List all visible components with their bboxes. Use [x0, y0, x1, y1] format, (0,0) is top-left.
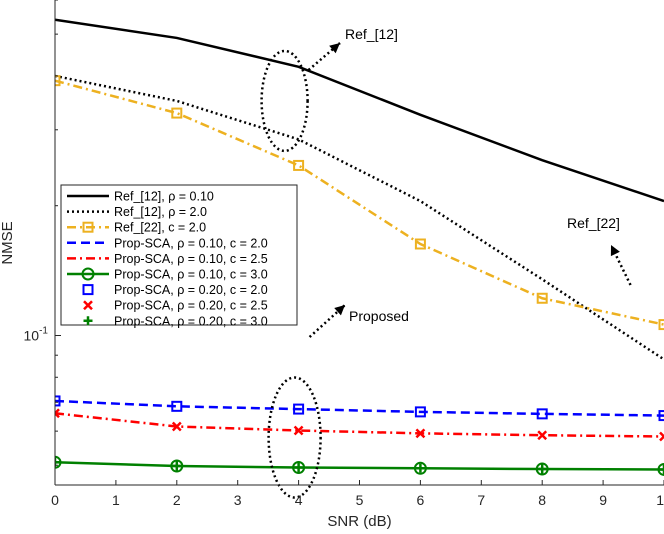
x-tick-label-5: 5	[356, 492, 364, 508]
series-3-line	[55, 79, 664, 326]
series-3-point-2	[171, 107, 183, 119]
series-7-point-1	[55, 395, 61, 407]
legend-entry-9: Prop-SCA, ρ = 0.20, c = 3.0	[83, 314, 268, 328]
series-7-point-4	[414, 406, 426, 418]
legend-label-6: Prop-SCA, ρ = 0.10, c = 3.0	[114, 268, 268, 282]
series-8-point-6	[659, 431, 664, 442]
x-tick-label-10: 10	[656, 492, 664, 508]
legend-label-1: Ref_[12], ρ = 0.10	[114, 190, 214, 204]
series-6-point-4	[413, 461, 427, 475]
legend-marker-6	[81, 267, 95, 281]
series-7-point-6	[658, 410, 664, 422]
x-tick-label-3: 3	[234, 492, 242, 508]
legend-marker-9	[83, 316, 93, 326]
series-2-line	[55, 74, 664, 361]
series-9-point-5	[537, 464, 547, 474]
x-tick-label-6: 6	[417, 492, 425, 508]
x-axis-label: SNR (dB)	[327, 513, 391, 530]
legend-entry-3: Ref_[22], c = 2.0	[67, 221, 206, 235]
legend-box	[60, 184, 298, 326]
legend-label-3: Ref_[22], c = 2.0	[114, 221, 206, 235]
proposed-arrow	[308, 304, 346, 338]
ref22-annotation-label: Ref_[22]	[567, 215, 620, 231]
legend-entry-6: Prop-SCA, ρ = 0.10, c = 3.0	[67, 267, 268, 282]
series-9-point-2	[172, 461, 182, 471]
legend-label-7: Prop-SCA, ρ = 0.20, c = 2.0	[114, 283, 268, 297]
series-8-point-1	[55, 408, 60, 419]
series-7-point-3	[293, 403, 305, 415]
x-tick-label-7: 7	[477, 492, 485, 508]
series-layer	[55, 18, 664, 476]
series-3-point-4	[414, 238, 426, 250]
series-6-line	[55, 461, 664, 471]
series-2	[55, 74, 664, 361]
legend-marker-8	[83, 300, 93, 311]
series-5	[55, 412, 664, 438]
series-7-point-5	[536, 408, 548, 420]
x-tick-label-1: 1	[112, 492, 120, 508]
series-6-point-6	[657, 462, 664, 476]
proposed-annotation-label: Proposed	[349, 308, 409, 324]
series-1-line	[55, 18, 664, 203]
ref12-ellipse	[260, 49, 309, 153]
series-5-line	[55, 412, 664, 438]
y-axis-label: NMSE	[0, 221, 16, 264]
series-8-point-4	[415, 428, 426, 439]
series-3-point-3	[293, 159, 305, 171]
legend-entry-8: Prop-SCA, ρ = 0.20, c = 2.5	[83, 299, 268, 313]
legend-label-9: Prop-SCA, ρ = 0.20, c = 3.0	[114, 314, 268, 328]
series-6	[55, 455, 664, 476]
x-tick-label-0: 0	[51, 492, 59, 508]
ref12-annotation-label: Ref_[12]	[345, 26, 398, 42]
legend-marker-7	[82, 284, 94, 296]
series-7-point-2	[171, 400, 183, 412]
legend-label-8: Prop-SCA, ρ = 0.20, c = 2.5	[114, 299, 268, 313]
series-4-line	[55, 399, 664, 417]
legend-label-5: Prop-SCA, ρ = 0.10, c = 2.5	[114, 252, 268, 266]
series-9-point-1	[55, 457, 60, 467]
series-7	[55, 395, 664, 422]
series-6-point-3	[292, 461, 306, 475]
legend-marker-3	[82, 221, 94, 233]
series-9-point-3	[294, 463, 304, 473]
series-8-point-2	[171, 421, 182, 432]
x-tick-label-2: 2	[173, 492, 181, 508]
series-8-point-3	[293, 425, 304, 436]
legend-entry-7: Prop-SCA, ρ = 0.20, c = 2.0	[82, 283, 268, 297]
series-8-point-5	[537, 430, 548, 441]
series-6-point-1	[55, 455, 62, 469]
x-tick-label-9: 9	[599, 492, 607, 508]
legend-label-4: Prop-SCA, ρ = 0.10, c = 2.0	[114, 236, 268, 250]
series-9-point-6	[659, 464, 664, 474]
legend-label-2: Ref_[12], ρ = 2.0	[114, 205, 207, 219]
series-9-point-4	[415, 463, 425, 473]
y-tick-label: 10-1	[24, 325, 49, 343]
series-3	[55, 75, 664, 331]
series-3-point-1	[55, 75, 61, 87]
legend-entry-4: Prop-SCA, ρ = 0.10, c = 2.0	[67, 236, 268, 250]
legend-entry-2: Ref_[12], ρ = 2.0	[67, 205, 207, 219]
x-tick-label-4: 4	[295, 492, 303, 508]
series-8	[55, 408, 664, 442]
series-4	[55, 399, 664, 417]
series-6-point-2	[170, 459, 184, 473]
annotation-layer: Ref_[12] Ref_[22] Proposed	[260, 26, 632, 499]
ref12-arrow	[307, 42, 341, 71]
proposed-ellipse	[267, 376, 322, 499]
ref22-arrow	[609, 244, 632, 286]
series-6-point-5	[535, 462, 549, 476]
series-3-point-6	[658, 319, 664, 331]
legend-entry-5: Prop-SCA, ρ = 0.10, c = 2.5	[67, 252, 268, 266]
series-1	[55, 18, 664, 203]
series-3-point-5	[536, 292, 548, 304]
x-tick-label-8: 8	[538, 492, 546, 508]
series-9	[55, 457, 664, 474]
legend-entry-1: Ref_[12], ρ = 0.10	[67, 190, 214, 204]
